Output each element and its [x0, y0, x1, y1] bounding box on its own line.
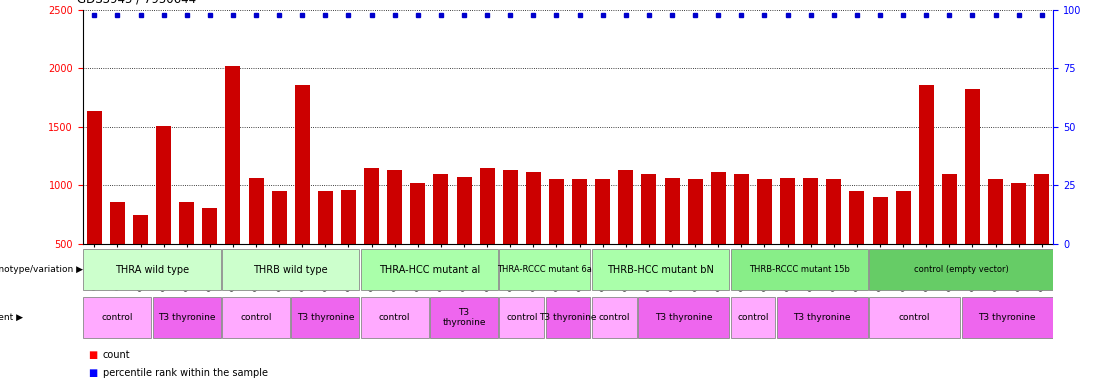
Text: THRA-RCCC mutant 6a: THRA-RCCC mutant 6a — [497, 265, 592, 274]
Text: THRB-RCCC mutant 15b: THRB-RCCC mutant 15b — [749, 265, 849, 274]
FancyBboxPatch shape — [962, 298, 1052, 338]
Bar — [849, 191, 865, 303]
FancyBboxPatch shape — [869, 250, 1052, 290]
Bar — [318, 191, 333, 303]
Text: T3 thyronine: T3 thyronine — [793, 313, 852, 322]
FancyBboxPatch shape — [361, 298, 429, 338]
Text: THRB-HCC mutant bN: THRB-HCC mutant bN — [607, 265, 714, 275]
Bar — [757, 179, 772, 303]
Bar — [596, 179, 610, 303]
Bar — [710, 172, 726, 303]
Text: T3 thyronine: T3 thyronine — [297, 313, 354, 322]
Bar — [965, 89, 979, 303]
FancyBboxPatch shape — [592, 298, 636, 338]
Text: T3
thyronine: T3 thyronine — [442, 308, 485, 327]
Bar — [202, 207, 217, 303]
Text: control (empty vector): control (empty vector) — [913, 265, 1008, 274]
Text: control: control — [899, 313, 931, 322]
Bar — [803, 178, 818, 303]
Bar — [179, 202, 194, 303]
Text: control: control — [599, 313, 630, 322]
Bar — [919, 84, 934, 303]
Text: control: control — [506, 313, 537, 322]
Text: ■: ■ — [88, 350, 97, 360]
Bar — [133, 215, 148, 303]
Text: ■: ■ — [88, 367, 97, 377]
Bar — [642, 174, 656, 303]
Bar — [87, 111, 101, 303]
FancyBboxPatch shape — [730, 250, 868, 290]
Text: percentile rank within the sample: percentile rank within the sample — [103, 367, 268, 377]
FancyBboxPatch shape — [500, 250, 590, 290]
Bar — [1035, 174, 1049, 303]
FancyBboxPatch shape — [592, 250, 729, 290]
Bar — [110, 202, 125, 303]
FancyBboxPatch shape — [500, 298, 544, 338]
Bar — [687, 179, 703, 303]
Bar — [410, 183, 426, 303]
Bar — [271, 191, 287, 303]
FancyBboxPatch shape — [777, 298, 868, 338]
Bar — [295, 84, 310, 303]
FancyBboxPatch shape — [869, 298, 961, 338]
Bar — [942, 174, 957, 303]
Text: THRA-HCC mutant al: THRA-HCC mutant al — [378, 265, 480, 275]
Bar — [341, 190, 356, 303]
Text: GDS3945 / 7950644: GDS3945 / 7950644 — [77, 0, 196, 6]
Text: control: control — [737, 313, 769, 322]
Bar — [387, 170, 403, 303]
Text: agent ▶: agent ▶ — [0, 313, 23, 322]
Bar — [480, 168, 494, 303]
FancyBboxPatch shape — [222, 250, 360, 290]
Bar — [872, 197, 888, 303]
FancyBboxPatch shape — [222, 298, 290, 338]
Text: T3 thyronine: T3 thyronine — [978, 313, 1036, 322]
Bar — [572, 179, 587, 303]
Bar — [225, 66, 240, 303]
Bar — [433, 174, 449, 303]
Text: control: control — [240, 313, 271, 322]
Bar — [157, 126, 171, 303]
Bar — [664, 178, 679, 303]
FancyBboxPatch shape — [84, 250, 221, 290]
FancyBboxPatch shape — [638, 298, 729, 338]
Bar — [364, 168, 379, 303]
Bar — [896, 191, 911, 303]
Text: count: count — [103, 350, 130, 360]
Bar — [1011, 183, 1026, 303]
Text: THRB wild type: THRB wild type — [254, 265, 328, 275]
Text: T3 thyronine: T3 thyronine — [158, 313, 215, 322]
Bar — [826, 179, 842, 303]
Text: THRA wild type: THRA wild type — [115, 265, 189, 275]
Bar — [248, 178, 264, 303]
Text: control: control — [101, 313, 133, 322]
Bar — [457, 177, 472, 303]
FancyBboxPatch shape — [730, 298, 775, 338]
FancyBboxPatch shape — [84, 298, 151, 338]
Bar — [780, 178, 795, 303]
FancyBboxPatch shape — [291, 298, 360, 338]
FancyBboxPatch shape — [152, 298, 221, 338]
Bar — [988, 179, 1003, 303]
Bar — [549, 179, 564, 303]
FancyBboxPatch shape — [430, 298, 499, 338]
Bar — [733, 174, 749, 303]
Bar — [619, 170, 633, 303]
FancyBboxPatch shape — [546, 298, 590, 338]
Text: T3 thyronine: T3 thyronine — [655, 313, 713, 322]
Bar — [526, 172, 540, 303]
Bar — [503, 170, 517, 303]
Text: control: control — [379, 313, 410, 322]
FancyBboxPatch shape — [361, 250, 499, 290]
Text: T3 thyronine: T3 thyronine — [539, 313, 597, 322]
Text: genotype/variation ▶: genotype/variation ▶ — [0, 265, 83, 274]
